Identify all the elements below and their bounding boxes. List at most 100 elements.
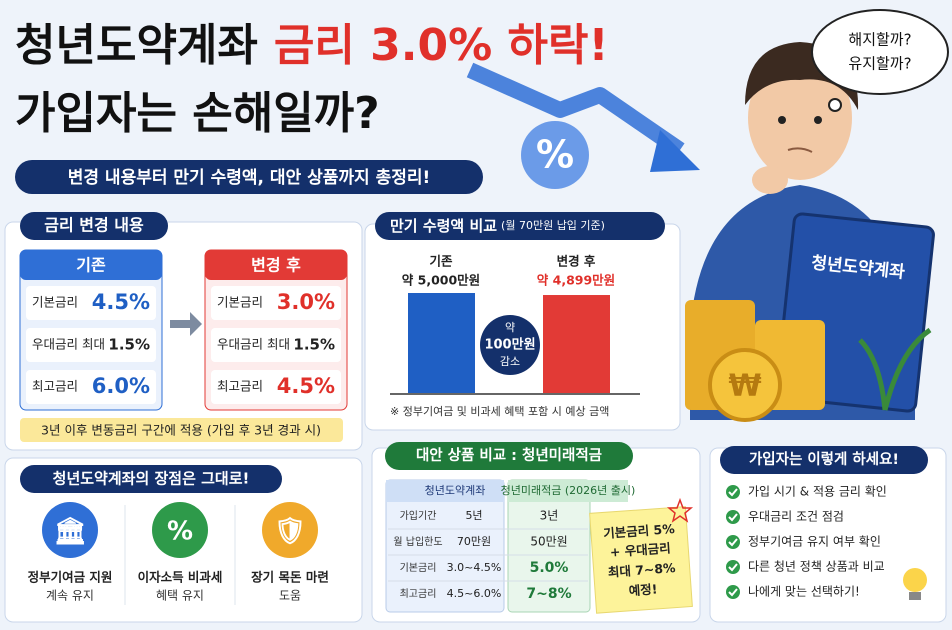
eye [778, 116, 786, 124]
cell: 70만원 [457, 535, 491, 548]
arrow [170, 312, 202, 336]
hand [752, 166, 788, 194]
subtitle: 변경 내용부터 만기 수령액, 대안 상품까지 총정리! [68, 167, 431, 188]
title-highlight: 금리 3.0% 하락! [274, 20, 609, 71]
cell: 5년 [465, 509, 482, 522]
thought-text: 해지할까? [848, 31, 911, 49]
row-label: 최고금리 [400, 588, 437, 600]
rate-label: 최고금리 [217, 379, 263, 394]
badge-text: 100만원 [484, 337, 535, 353]
chart-title: 만기 수령액 비교 [390, 217, 497, 235]
head-right [508, 480, 628, 502]
merit-title: 정부기여금 지원 [28, 570, 113, 585]
section-title: 가입자는 이렇게 하세요! [749, 451, 899, 468]
rate-label: 우대금리 최대 [217, 337, 290, 352]
section-pill [20, 212, 168, 240]
plant [858, 327, 932, 411]
bar [543, 295, 610, 393]
merit-icon [152, 502, 208, 558]
tip: 정부기여금 유지 여부 확인 [748, 535, 881, 549]
check-mark [728, 563, 738, 572]
rate-row [26, 286, 156, 320]
section-pill [385, 442, 633, 470]
coins: ₩ [685, 300, 932, 422]
merit-glyph: % [167, 517, 193, 547]
check-mark [728, 513, 738, 522]
check-icon [726, 535, 740, 549]
cell: 3.0~4.5% [447, 561, 502, 574]
merit-title: 장기 목돈 마련 [251, 570, 329, 585]
sticky-text: 기본금리 5% [603, 521, 676, 541]
eye [814, 116, 822, 124]
row-label: 월 납입한도 [393, 535, 442, 548]
thought-text: 유지할까? [848, 55, 911, 73]
bubble-dot [828, 98, 842, 112]
value-label: 약 5,000만원 [402, 273, 480, 288]
rate-label: 최고금리 [32, 379, 78, 394]
card-header [20, 250, 162, 280]
check-mark [728, 538, 738, 547]
rate-row [26, 328, 156, 362]
merit-icon [262, 502, 318, 558]
rate-row [26, 370, 156, 404]
merit-sub: 계속 유지 [46, 589, 94, 603]
table-header: 청년도약계좌 [425, 483, 486, 497]
chart-note: ※ 정부기여금 및 비과세 혜택 포함 시 예상 금액 [390, 405, 609, 418]
section-title: 대안 상품 비교 : 청년미래적금 [416, 446, 602, 464]
merit-glyph: 🏛 [53, 517, 86, 547]
bulb-base [909, 592, 921, 600]
won-symbol: ₩ [728, 369, 761, 404]
merit-glyph: 🛡 [273, 517, 306, 547]
card-header [205, 250, 347, 280]
title-line2: 가입자는 손해일까? [15, 88, 380, 139]
check-icon [726, 585, 740, 599]
tip: 우대금리 조건 점검 [748, 510, 844, 524]
rate-value: 1.5% [108, 336, 150, 354]
table-header: 청년미래적금 (2026년 출시) [501, 484, 636, 497]
sticky-text: 최대 7~8% [607, 560, 676, 580]
rate-value: 4.5% [92, 290, 150, 314]
sticky-text: 예정! [628, 581, 658, 598]
sticky-paper [589, 506, 693, 614]
rate-label: 우대금리 최대 [32, 337, 105, 352]
badge-text: 감소 [500, 355, 520, 368]
down-arrow [466, 62, 685, 157]
percent-symbol: % [536, 133, 574, 177]
percent-icon [521, 121, 589, 189]
thought-bubble [811, 9, 949, 95]
merit-title: 이자소득 비과세 [138, 570, 223, 585]
title-main-text: 청년도약계좌 [15, 20, 258, 71]
section-title: 만기 수령액 비교 (월 70만원 납입 기준) [390, 217, 605, 235]
cell: 3년 [540, 509, 559, 523]
bar [408, 293, 475, 393]
note: 3년 이후 변동금리 구간에 적용 (가입 후 3년 경과 시) [41, 423, 321, 438]
merit-sub: 도움 [279, 589, 301, 603]
comparison-table: 청년도약계좌 청년미래적금 (2026년 출시) 가입기간 5년 3년월 납입한도 70만… [385, 479, 636, 613]
rate-value: 4.5% [277, 374, 335, 398]
decrease-badge [480, 315, 540, 375]
bulb [903, 568, 927, 592]
section-pill [720, 446, 928, 474]
check-mark [728, 488, 738, 497]
rate-label: 기본금리 [217, 295, 263, 310]
card-header-text: 변경 후 [251, 256, 301, 275]
bar-chart: 기존약 5,000만원 변경 후약 4,899만원 [402, 254, 615, 393]
rate-value: 1.5% [293, 336, 335, 354]
rate-row [211, 286, 341, 320]
cell: 5.0% [530, 560, 569, 576]
head-left [386, 480, 504, 502]
star [666, 497, 694, 523]
cell: 7~8% [526, 586, 571, 602]
badge-text: 약 [505, 320, 515, 334]
category-label: 기존 [429, 254, 453, 269]
rate-value: 3.0% [277, 290, 335, 314]
merit-sub: 혜택 유지 [156, 589, 204, 603]
check-icon [726, 560, 740, 574]
cell: 4.5~6.0% [447, 587, 502, 600]
chart-subtitle: (월 70만원 납입 기준) [501, 219, 605, 232]
mouth [787, 147, 813, 153]
